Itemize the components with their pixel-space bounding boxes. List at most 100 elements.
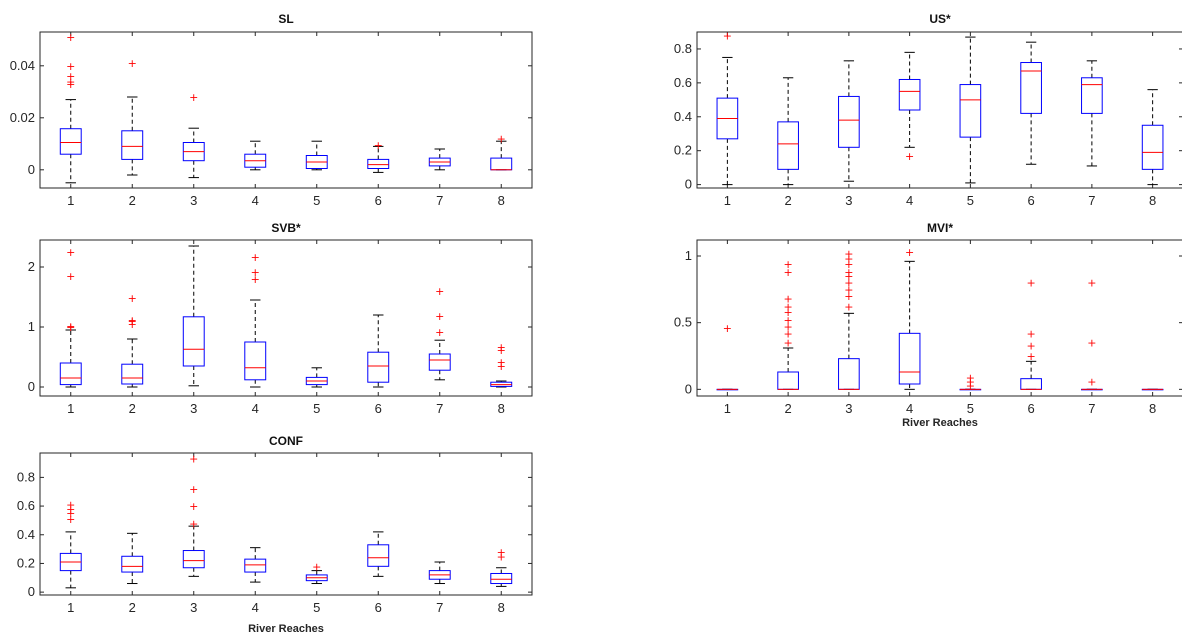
box-group-8 — [1141, 388, 1164, 391]
y-tick-label: 0.02 — [10, 110, 35, 125]
box-group-2: ++++ — [121, 292, 144, 388]
box-group-2 — [121, 532, 144, 585]
box-group-8: + — [490, 133, 513, 171]
outlier-marker: + — [784, 258, 793, 271]
y-tick-label: 0 — [685, 177, 692, 192]
iqr-box — [1020, 378, 1042, 390]
outlier-marker: + — [435, 285, 444, 298]
box-group-3: +++++++++ — [838, 247, 860, 390]
x-tick-label: 1 — [67, 600, 74, 615]
outlier-marker: + — [723, 322, 732, 335]
box-group-4 — [244, 140, 267, 171]
box-group-5: + — [305, 560, 328, 585]
x-tick-label: 6 — [1028, 401, 1035, 416]
box-group-5 — [959, 36, 982, 184]
y-tick-label: 0.5 — [674, 315, 692, 330]
x-tick-label: 8 — [1149, 401, 1156, 416]
x-tick-label: 3 — [190, 193, 197, 208]
box-group-6 — [367, 314, 390, 388]
axes-frame — [39, 31, 533, 189]
x-tick-label: 7 — [1088, 193, 1095, 208]
x-tick-label: 7 — [1088, 401, 1095, 416]
iqr-box — [1020, 62, 1042, 114]
iqr-box — [490, 572, 513, 585]
panel-title: US* — [929, 12, 951, 26]
iqr-box — [838, 358, 860, 390]
panel-title: MVI* — [927, 221, 953, 235]
outlier-marker: + — [251, 273, 260, 286]
x-tick-label: 4 — [252, 600, 259, 615]
box-group-2: + — [121, 57, 144, 176]
x-tick-label: 3 — [845, 193, 852, 208]
axes-frame — [39, 239, 533, 397]
box-group-7 — [428, 148, 451, 171]
box-group-5 — [305, 367, 328, 388]
x-tick-label: 4 — [252, 401, 259, 416]
y-tick-label: 0 — [28, 162, 35, 177]
iqr-box — [959, 84, 982, 138]
outlier-marker: + — [844, 258, 853, 271]
box-group-1: + — [716, 322, 739, 391]
outlier-marker: + — [784, 321, 793, 334]
outlier-marker: + — [966, 379, 975, 392]
iqr-box — [59, 128, 82, 155]
outlier-marker: + — [66, 78, 75, 91]
box-group-4: + — [898, 51, 921, 163]
box-group-5 — [305, 140, 328, 171]
x-tick-label: 2 — [785, 401, 792, 416]
outlier-marker: + — [312, 560, 321, 573]
y-tick-label: 0.8 — [17, 469, 35, 484]
box-group-3: + + + + — [182, 453, 205, 577]
x-tick-label: 6 — [375, 401, 382, 416]
outlier-marker: + — [66, 270, 75, 283]
x-axis-label: River Reaches — [248, 623, 324, 635]
y-tick-label: 0.2 — [17, 555, 35, 570]
outlier-marker: + — [844, 277, 853, 290]
outlier-marker: + — [128, 314, 137, 327]
box-group-3 — [838, 60, 860, 182]
iqr-box — [244, 558, 267, 573]
outlier-marker: + — [784, 301, 793, 314]
outlier-marker: + — [784, 327, 793, 340]
panel-us: US* 0 0.2 0.4 0.6 0.8 1 2 3 4 5 6 7 8 + + — [674, 12, 1182, 208]
outlier-marker: + — [66, 503, 75, 516]
x-tick-label: 2 — [129, 600, 136, 615]
outlier-marker: + — [128, 315, 137, 328]
x-tick-label: 1 — [724, 401, 731, 416]
outlier-marker: + — [966, 375, 975, 388]
x-tick-label: 6 — [375, 193, 382, 208]
y-tick-label: 0 — [685, 381, 692, 396]
outlier-marker: + — [66, 60, 75, 73]
outlier-marker: + — [66, 75, 75, 88]
box-group-6 — [1020, 41, 1042, 165]
outlier-marker: + — [189, 483, 198, 496]
outlier-marker: + — [844, 290, 853, 303]
x-tick-label: 7 — [436, 401, 443, 416]
x-tick-label: 8 — [498, 193, 505, 208]
outlier-marker: + — [1087, 277, 1096, 290]
y-tick-label: 0.4 — [17, 527, 35, 542]
box-group-1: ++++ — [59, 246, 82, 388]
outlier-marker: + — [784, 314, 793, 327]
y-tick-label: 0 — [28, 584, 35, 599]
outlier-marker: + — [1027, 327, 1036, 340]
x-tick-label: 8 — [1149, 193, 1156, 208]
outlier-marker: + — [723, 29, 732, 42]
outlier-marker: + — [497, 344, 506, 357]
outlier-marker: + — [128, 57, 137, 70]
iqr-box — [59, 362, 82, 386]
iqr-box — [898, 332, 921, 385]
outlier-marker: + — [784, 293, 793, 306]
outlier-marker: + — [497, 546, 506, 559]
box-group-8: ++++ — [490, 341, 513, 388]
iqr-box — [1081, 77, 1103, 114]
y-tick-label: 1 — [685, 248, 692, 263]
x-tick-label: 7 — [436, 193, 443, 208]
iqr-box — [428, 353, 451, 371]
iqr-box — [367, 158, 390, 169]
box-group-7 — [428, 561, 451, 585]
outlier-marker: + — [189, 453, 198, 466]
